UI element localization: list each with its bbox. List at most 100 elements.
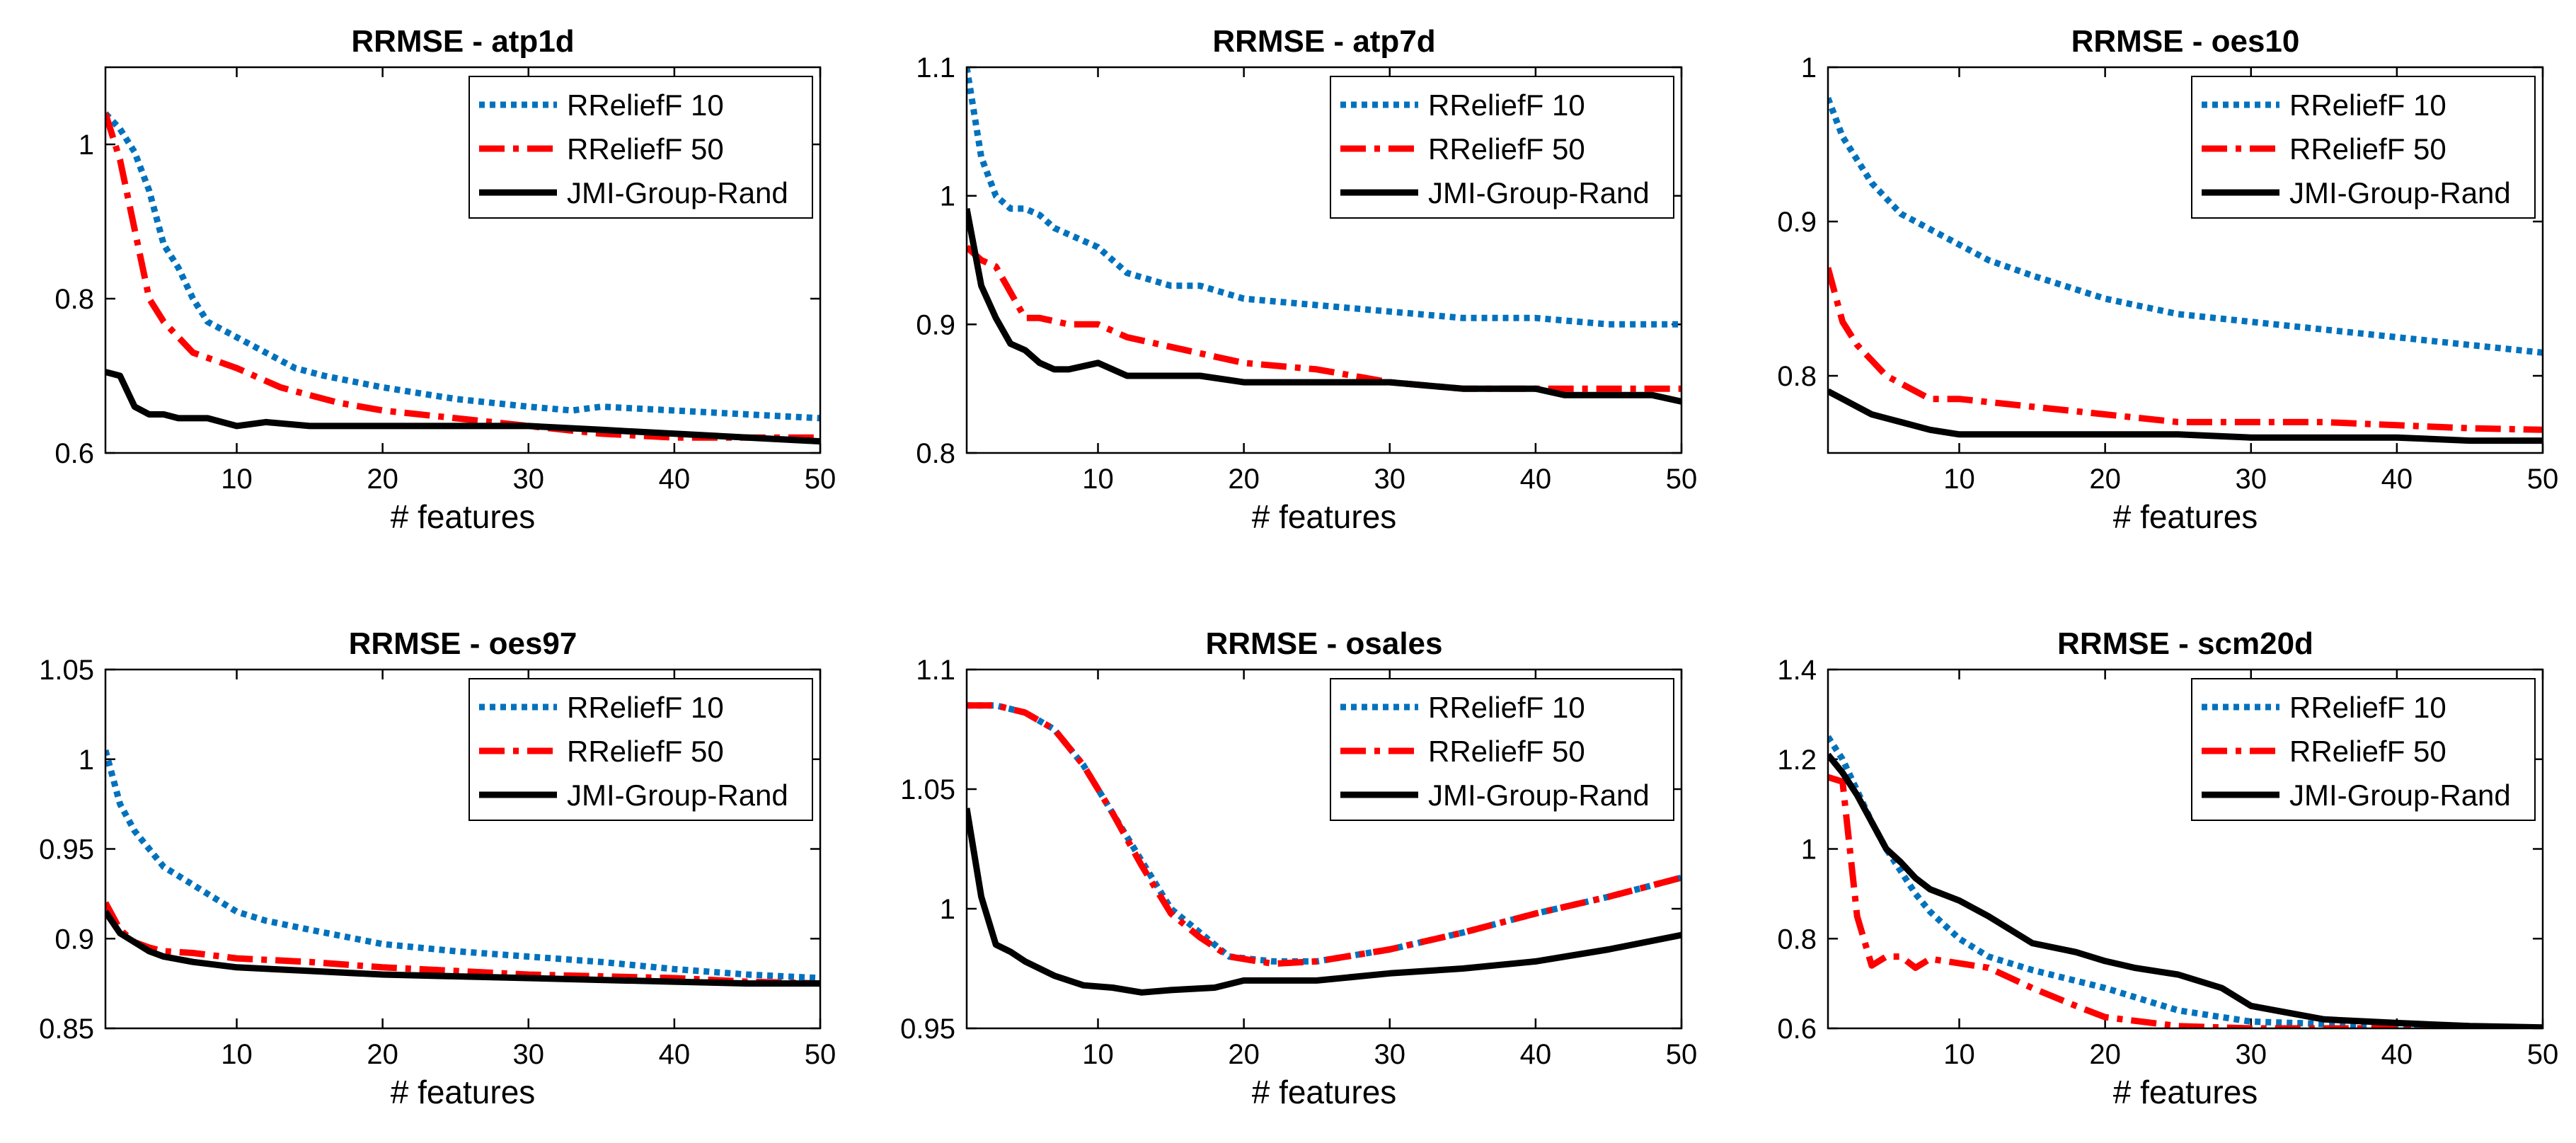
legend: RReliefF 10 RReliefF 50 JMI-Group-Rand: [2191, 678, 2536, 821]
y-tick-label: 1: [940, 894, 955, 925]
legend-label: RReliefF 50: [567, 132, 724, 166]
legend-label: RReliefF 10: [567, 88, 724, 122]
legend-label: RReliefF 10: [567, 691, 724, 724]
x-tick-label: 50: [1666, 1039, 1698, 1070]
chart-panel-4: RRMSE - oes97 10 20 30 40 50 0.85 0.9 0.95 1 1.05 #…: [39, 626, 836, 1110]
y-tick-label: 0.8: [1777, 924, 1817, 955]
legend-label: RReliefF 50: [2289, 132, 2446, 166]
y-tick-label: 1: [1801, 52, 1817, 84]
legend-label: RReliefF 50: [2289, 735, 2446, 768]
x-axis-label: # features: [391, 1074, 536, 1110]
x-tick-label: 50: [805, 464, 836, 495]
legend-label: RReliefF 50: [1428, 132, 1585, 166]
x-tick-label: 40: [1520, 1039, 1552, 1070]
chart-title: RRMSE - scm20d: [2057, 626, 2313, 661]
chart-title: RRMSE - oes10: [2071, 24, 2300, 59]
series-line-3: [967, 207, 1681, 405]
x-tick-label: 20: [1228, 464, 1260, 495]
legend-label: JMI-Group-Rand: [1428, 176, 1650, 209]
y-tick-label: 0.9: [54, 924, 94, 955]
legend: RReliefF 10 RReliefF 50 JMI-Group-Rand: [468, 76, 813, 219]
x-tick-label: 30: [2236, 1039, 2267, 1070]
x-tick-label: 40: [659, 464, 691, 495]
y-tick-label: 0.8: [1777, 361, 1817, 392]
x-tick-label: 10: [1943, 1039, 1975, 1070]
y-tick-label: 0.95: [39, 834, 94, 866]
x-axis-label: # features: [1252, 1074, 1397, 1110]
x-tick-label: 40: [1520, 464, 1552, 495]
y-tick-label: 0.9: [916, 309, 955, 340]
x-tick-label: 10: [1082, 1039, 1114, 1070]
legend: RReliefF 10 RReliefF 50 JMI-Group-Rand: [1330, 76, 1674, 219]
chart-panel-3: RRMSE - oes10 10 20 30 40 50 0.8 0.9 1 # features…: [1777, 24, 2558, 535]
legend-label: RReliefF 50: [567, 735, 724, 768]
x-tick-label: 20: [367, 1039, 398, 1070]
x-tick-label: 30: [1374, 464, 1406, 495]
chart-panel-5: RRMSE - osales 10 20 30 40 50 0.95 1 1.05 1.1 # fe…: [900, 626, 1697, 1110]
y-tick-label: 1: [940, 181, 955, 212]
chart-panel-6: RRMSE - scm20d 10 20 30 40 50 0.6 0.8 1 1.2 1.4 # f…: [1777, 626, 2558, 1110]
series-line-1: [967, 702, 1681, 965]
series-line-2: [105, 901, 820, 987]
y-tick-label: 1.4: [1777, 655, 1817, 686]
series-line-1: [1828, 97, 2543, 356]
legend-label: JMI-Group-Rand: [1428, 779, 1650, 812]
x-axis-label: # features: [391, 498, 536, 535]
x-tick-label: 20: [1228, 1039, 1260, 1070]
series-line-2: [967, 702, 1681, 967]
legend: RReliefF 10 RReliefF 50 JMI-Group-Rand: [1330, 678, 1674, 821]
y-tick-label: 1.2: [1777, 745, 1817, 776]
legend: RReliefF 10 RReliefF 50 JMI-Group-Rand: [2191, 76, 2536, 219]
x-tick-label: 10: [221, 464, 253, 495]
series-line-3: [105, 369, 820, 445]
y-tick-label: 0.8: [916, 438, 955, 469]
legend: RReliefF 10 RReliefF 50 JMI-Group-Rand: [468, 678, 813, 821]
x-tick-label: 50: [805, 1039, 836, 1070]
x-tick-label: 20: [2089, 464, 2121, 495]
legend-label: RReliefF 10: [1428, 691, 1585, 724]
series-line-3: [967, 808, 1681, 996]
x-tick-label: 50: [1666, 464, 1698, 495]
legend-label: RReliefF 10: [2289, 691, 2446, 724]
series-line-2: [105, 113, 820, 441]
series-line-1: [105, 111, 820, 422]
chart-title: RRMSE - atp1d: [351, 24, 574, 59]
x-tick-label: 10: [1943, 464, 1975, 495]
y-tick-label: 0.6: [1777, 1013, 1817, 1045]
x-tick-label: 30: [513, 464, 545, 495]
x-tick-label: 10: [221, 1039, 253, 1070]
x-axis-label: # features: [1252, 498, 1397, 535]
x-tick-label: 20: [2089, 1039, 2121, 1070]
x-tick-label: 50: [2527, 1039, 2559, 1070]
chart-title: RRMSE - atp7d: [1212, 24, 1435, 59]
y-tick-label: 1.1: [916, 655, 955, 686]
y-tick-label: 1.05: [900, 774, 955, 805]
plot-area-frame: [104, 668, 822, 1030]
chart-panel-2: RRMSE - atp7d 10 20 30 40 50 0.8 0.9 1 1.1 # featu…: [916, 24, 1697, 535]
x-tick-label: 30: [513, 1039, 545, 1070]
series-line-1: [105, 749, 820, 982]
legend-label: RReliefF 10: [2289, 88, 2446, 122]
plot-area-frame: [965, 66, 1683, 454]
y-tick-label: 1: [79, 130, 94, 161]
chart-title: RRMSE - oes97: [349, 626, 577, 661]
y-tick-label: 1.1: [916, 52, 955, 84]
legend-label: JMI-Group-Rand: [567, 779, 788, 812]
x-tick-label: 30: [1374, 1039, 1406, 1070]
y-tick-label: 0.8: [54, 284, 94, 315]
plot-area-frame: [1827, 66, 2544, 454]
series-line-3: [1828, 752, 2543, 1028]
y-tick-label: 1.05: [39, 655, 94, 686]
x-tick-label: 40: [2381, 464, 2413, 495]
legend-label: JMI-Group-Rand: [2289, 779, 2511, 812]
legend-label: JMI-Group-Rand: [567, 176, 788, 209]
plot-area-frame: [1827, 668, 2544, 1030]
y-tick-label: 0.85: [39, 1013, 94, 1045]
x-tick-label: 40: [659, 1039, 691, 1070]
series-line-3: [1828, 388, 2543, 444]
series-line-2: [1828, 267, 2543, 433]
y-tick-label: 0.6: [54, 438, 94, 469]
x-axis-label: # features: [2113, 1074, 2258, 1110]
x-axis-label: # features: [2113, 498, 2258, 535]
